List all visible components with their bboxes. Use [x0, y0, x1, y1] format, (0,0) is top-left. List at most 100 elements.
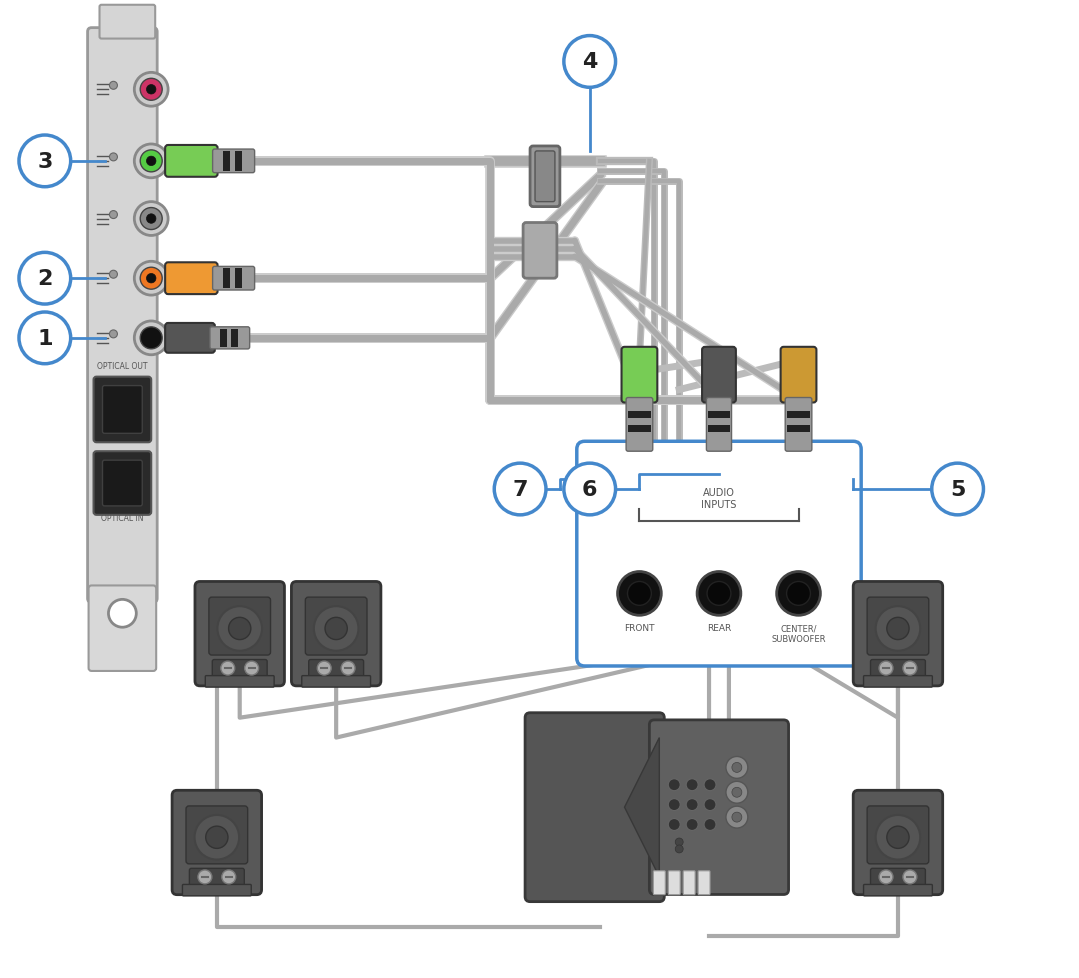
FancyBboxPatch shape — [305, 598, 367, 655]
Circle shape — [109, 331, 118, 338]
Circle shape — [147, 85, 156, 95]
Text: 1: 1 — [37, 329, 53, 348]
Circle shape — [726, 757, 748, 778]
Text: 6: 6 — [582, 479, 598, 500]
FancyBboxPatch shape — [683, 871, 695, 895]
Circle shape — [668, 778, 680, 791]
Circle shape — [668, 799, 680, 811]
FancyBboxPatch shape — [525, 713, 665, 902]
Bar — [220, 330, 227, 347]
FancyBboxPatch shape — [210, 328, 249, 349]
Circle shape — [134, 145, 168, 179]
FancyBboxPatch shape — [530, 147, 560, 207]
Circle shape — [932, 464, 983, 515]
Circle shape — [109, 600, 136, 628]
FancyBboxPatch shape — [786, 398, 811, 452]
Bar — [223, 269, 230, 289]
Circle shape — [879, 661, 893, 676]
Polygon shape — [625, 737, 659, 877]
Circle shape — [879, 870, 893, 884]
FancyBboxPatch shape — [868, 598, 929, 655]
FancyBboxPatch shape — [172, 790, 261, 895]
Circle shape — [140, 79, 162, 101]
Circle shape — [617, 572, 661, 615]
FancyBboxPatch shape — [702, 347, 736, 403]
Bar — [628, 426, 651, 433]
Circle shape — [675, 845, 683, 853]
FancyBboxPatch shape — [853, 582, 943, 687]
FancyBboxPatch shape — [309, 660, 364, 679]
Bar — [709, 426, 729, 433]
FancyBboxPatch shape — [654, 871, 666, 895]
Circle shape — [903, 870, 917, 884]
Circle shape — [134, 73, 168, 107]
Circle shape — [341, 661, 355, 676]
FancyBboxPatch shape — [577, 442, 861, 666]
Bar — [231, 330, 238, 347]
Circle shape — [876, 606, 920, 651]
FancyBboxPatch shape — [707, 398, 732, 452]
Circle shape — [732, 787, 742, 797]
FancyBboxPatch shape — [195, 582, 285, 687]
FancyBboxPatch shape — [868, 806, 929, 864]
FancyBboxPatch shape — [94, 452, 151, 515]
Circle shape — [19, 313, 71, 365]
Circle shape — [564, 464, 615, 515]
Circle shape — [109, 271, 118, 279]
Bar — [235, 269, 242, 289]
FancyBboxPatch shape — [87, 28, 158, 602]
FancyBboxPatch shape — [650, 720, 789, 895]
FancyBboxPatch shape — [622, 347, 657, 403]
Circle shape — [206, 826, 228, 849]
Text: CENTER/
SUBWOOFER: CENTER/ SUBWOOFER — [771, 624, 825, 643]
Circle shape — [194, 815, 240, 860]
Circle shape — [668, 819, 680, 830]
Circle shape — [705, 778, 716, 791]
FancyBboxPatch shape — [103, 386, 142, 434]
Text: OPTICAL OUT: OPTICAL OUT — [97, 361, 148, 371]
Circle shape — [245, 661, 259, 676]
FancyBboxPatch shape — [182, 884, 251, 896]
Circle shape — [218, 606, 262, 651]
Circle shape — [134, 202, 168, 237]
Circle shape — [229, 618, 250, 640]
Circle shape — [705, 799, 716, 811]
FancyBboxPatch shape — [165, 263, 218, 294]
Text: REAR: REAR — [707, 624, 732, 633]
FancyBboxPatch shape — [94, 378, 151, 443]
Circle shape — [707, 582, 730, 605]
Circle shape — [697, 572, 741, 615]
Bar — [223, 152, 230, 171]
Text: AUDIO
INPUTS: AUDIO INPUTS — [701, 488, 737, 510]
Circle shape — [147, 157, 156, 166]
Circle shape — [777, 572, 820, 615]
Circle shape — [494, 464, 546, 515]
Circle shape — [109, 154, 118, 161]
Text: 5: 5 — [950, 479, 966, 500]
FancyBboxPatch shape — [853, 790, 943, 895]
FancyBboxPatch shape — [213, 150, 255, 173]
Circle shape — [19, 253, 71, 305]
FancyBboxPatch shape — [668, 871, 680, 895]
Circle shape — [134, 322, 168, 355]
FancyBboxPatch shape — [88, 586, 156, 671]
FancyBboxPatch shape — [871, 660, 926, 679]
Circle shape — [726, 781, 748, 803]
FancyBboxPatch shape — [190, 868, 244, 887]
Circle shape — [887, 618, 910, 640]
Circle shape — [19, 136, 71, 188]
Circle shape — [628, 582, 652, 605]
FancyBboxPatch shape — [523, 223, 557, 279]
Circle shape — [140, 208, 162, 230]
Circle shape — [887, 826, 910, 849]
FancyBboxPatch shape — [99, 6, 155, 39]
FancyBboxPatch shape — [186, 806, 248, 864]
Bar — [788, 412, 810, 419]
FancyBboxPatch shape — [863, 884, 932, 896]
Circle shape — [147, 214, 156, 224]
Circle shape — [140, 151, 162, 173]
FancyBboxPatch shape — [165, 146, 218, 178]
FancyBboxPatch shape — [205, 676, 274, 688]
FancyBboxPatch shape — [863, 676, 932, 688]
Circle shape — [675, 838, 683, 846]
